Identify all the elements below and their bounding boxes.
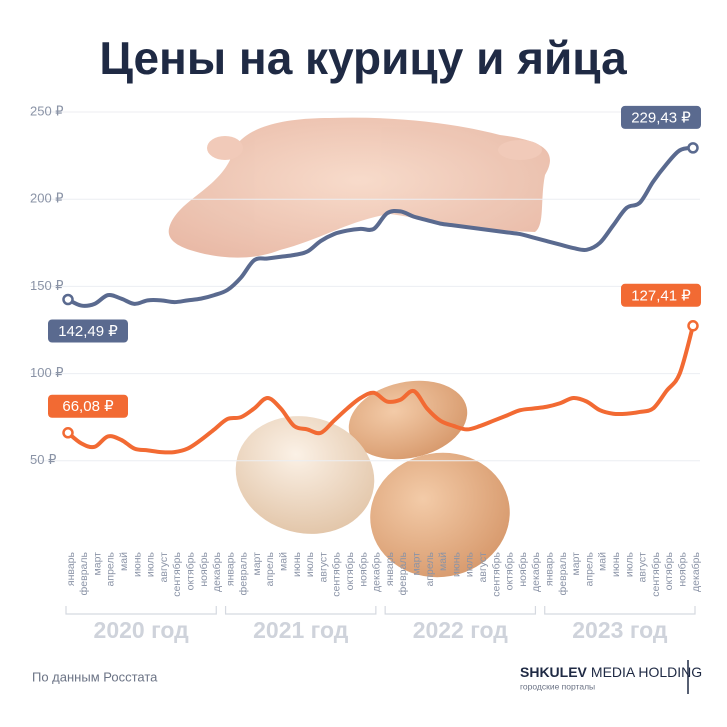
series-line [66,145,695,308]
year-bracket [65,606,217,615]
x-tick-label: ноябрь [198,551,210,586]
year-label: 2020 год [94,617,190,643]
x-tick-label: апрель [424,551,436,586]
logo-brand: SHKULEV [520,664,588,680]
x-tick-label: сентябрь [490,551,502,596]
x-tick-label: сентябрь [331,551,343,596]
x-tick-label: февраль [397,551,409,595]
end-marker [62,427,74,439]
x-tick-label: декабрь [211,551,223,591]
x-tick-label: февраль [78,551,90,595]
y-tick-label: 200 ₽ [30,191,64,206]
x-tick-label: январь [65,551,77,586]
end-marker [62,293,74,306]
x-tick-label: март [251,552,263,576]
logo-holding: MEDIA HOLDING [591,664,702,680]
x-tick-label: ноябрь [676,551,688,586]
year-label: 2023 год [572,617,668,643]
y-tick-label: 100 ₽ [30,365,64,380]
x-tick-label: октябрь [344,551,356,590]
x-tick-label: апрель [105,551,117,586]
x-tick-label: март [570,552,582,576]
x-tick-label: октябрь [663,551,675,590]
y-tick-label: 50 ₽ [30,452,56,467]
end-marker [687,142,699,154]
x-tick-label: ноябрь [517,551,529,586]
x-tick-label: июнь [131,551,143,577]
eggs-illustration [235,380,510,578]
chicken-illustration [168,117,550,258]
value-label-box [621,105,701,129]
x-tick-label: январь [224,551,236,586]
year-bracket [224,606,377,615]
x-tick-label: август [317,552,329,583]
year-bracket [384,606,537,615]
source-note: По данным Росстата [32,669,158,684]
y-tick-label: 250 ₽ [30,103,64,118]
x-tick-label: январь [544,551,556,586]
x-tick-label: февраль [238,551,250,595]
year-label: 2022 год [413,617,509,643]
x-tick-label: май [437,552,449,571]
x-tick-label: июль [464,551,476,577]
x-tick-label: май [118,552,130,571]
y-tick-label: 150 ₽ [30,278,64,293]
x-tick-label: октябрь [184,551,196,590]
x-tick-label: февраль [557,551,569,595]
x-tick-label: сентябрь [171,551,183,596]
value-label-box [621,283,701,307]
x-tick-label: июль [304,551,316,577]
value-label: 66,08 ₽ [62,398,114,415]
x-tick-label: апрель [583,551,595,586]
x-tick-label: декабрь [371,551,383,591]
series-line [66,323,695,455]
value-label: 127,41 ₽ [631,287,691,304]
x-tick-label: июль [145,551,157,577]
x-tick-label: октябрь [504,551,516,590]
x-tick-label: июнь [610,551,622,577]
end-marker [687,320,699,332]
x-tick-label: ноябрь [357,551,369,586]
x-tick-label: август [158,552,170,583]
chart-title: Цены на курицу и яйца [99,32,627,84]
value-label: 142,49 ₽ [58,323,118,340]
x-tick-label: апрель [264,551,276,586]
year-label: 2021 год [253,617,349,643]
value-label-box [48,394,128,418]
logo: SHKULEV MEDIA HOLDING [520,664,702,680]
value-label: 229,43 ₽ [631,109,691,126]
x-tick-label: январь [384,551,396,586]
value-label-box [48,319,128,343]
x-tick-label: декабрь [690,551,702,591]
x-tick-label: сентябрь [650,551,662,596]
x-tick-label: июнь [291,551,303,577]
logo-tagline: городские порталы [520,681,595,691]
x-tick-label: декабрь [530,551,542,591]
year-bracket [544,606,696,615]
x-tick-label: март [91,552,103,576]
x-tick-label: июнь [450,551,462,577]
x-tick-label: май [597,552,609,571]
x-tick-label: август [637,552,649,583]
x-tick-label: август [477,552,489,583]
x-tick-label: май [278,552,290,571]
x-tick-label: июль [623,551,635,577]
x-tick-label: март [411,552,423,576]
